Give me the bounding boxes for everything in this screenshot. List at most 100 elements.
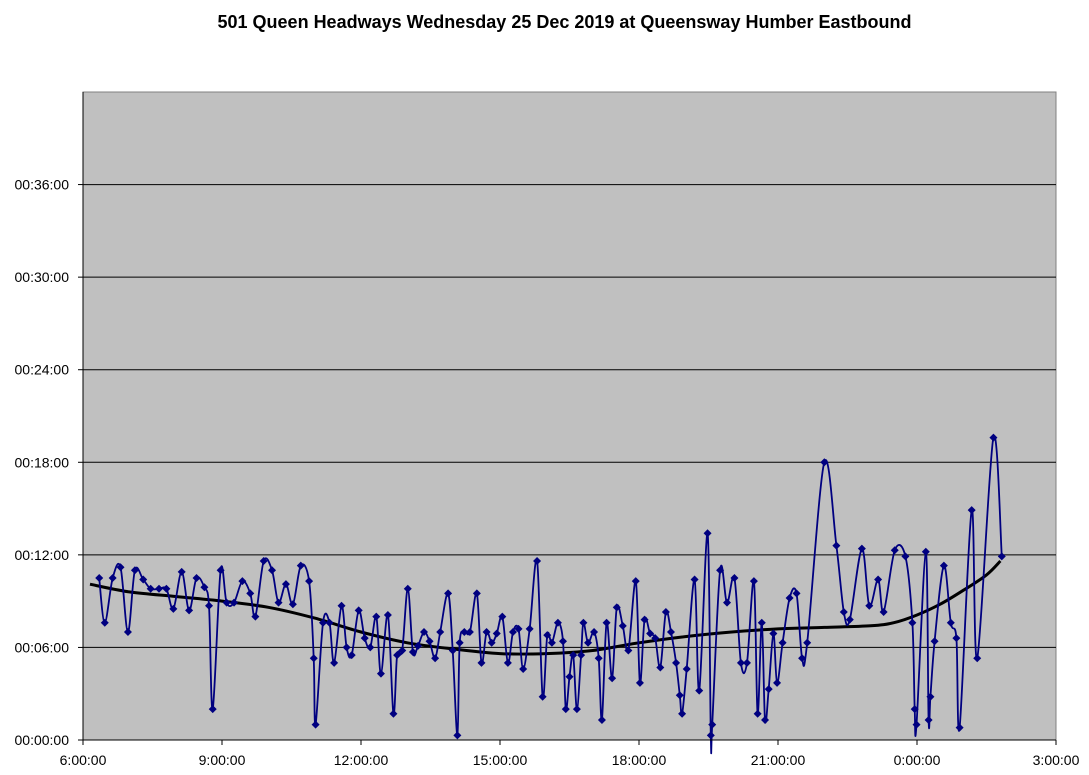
data-point [460, 628, 469, 636]
trendline-layer [89, 559, 1002, 656]
data-point [431, 654, 440, 663]
data-point [839, 607, 848, 616]
data-point [773, 678, 782, 687]
data-point [624, 646, 633, 655]
data-point [538, 692, 547, 701]
data-point [533, 557, 542, 566]
data-point [238, 577, 247, 586]
data-point [547, 638, 556, 647]
data-point [989, 433, 998, 442]
data-point [577, 651, 586, 660]
data-point [590, 628, 599, 636]
x-tick-label: 12:00:00 [334, 752, 389, 768]
data-point [95, 574, 104, 582]
data-point [716, 566, 725, 575]
data-point [325, 618, 334, 627]
plot-area [82, 91, 1057, 741]
data-point [865, 601, 874, 610]
data-point [845, 615, 854, 624]
data-point [403, 584, 412, 593]
data-point [930, 637, 939, 646]
data-point [222, 598, 231, 607]
data-point [472, 589, 481, 598]
plot-background [82, 91, 1057, 741]
data-point [602, 618, 611, 627]
data-point [425, 637, 434, 646]
data-point [354, 606, 363, 615]
data-point [736, 658, 745, 667]
data-point [955, 723, 964, 732]
data-point [874, 575, 883, 584]
data-point [169, 604, 178, 613]
y-tick-label: 00:36:00 [15, 177, 70, 193]
trendline [89, 559, 1002, 656]
data-point [200, 583, 209, 592]
data-point [192, 574, 201, 582]
data-point [139, 575, 148, 584]
data-point [635, 678, 644, 687]
data-point [100, 618, 109, 627]
data-point [360, 634, 369, 643]
y-tick-label: 00:30:00 [15, 269, 70, 285]
x-tick-label: 0:00:00 [894, 752, 941, 768]
data-point [572, 705, 581, 714]
data-point [482, 628, 491, 636]
data-point [444, 589, 453, 598]
data-point [646, 629, 655, 638]
data-point [678, 709, 687, 718]
data-point [393, 651, 402, 660]
data-point [666, 628, 675, 636]
data-point [309, 654, 318, 663]
data-point [764, 685, 773, 694]
data-point [910, 705, 919, 714]
data-point [594, 654, 603, 663]
data-point [640, 615, 649, 624]
data-point [436, 628, 445, 636]
data-point [908, 618, 917, 627]
data-point [477, 658, 486, 667]
data-point [952, 634, 961, 643]
data-point [608, 674, 617, 683]
x-tick-label: 18:00:00 [612, 752, 667, 768]
data-point [408, 648, 417, 657]
data-point [890, 546, 899, 555]
data-point [584, 638, 593, 647]
data-point [246, 589, 255, 598]
data-point [514, 624, 523, 633]
data-point [108, 574, 117, 582]
data-point [288, 600, 297, 609]
data-point [330, 658, 339, 667]
data-point [453, 731, 462, 740]
data-point [366, 643, 375, 652]
data-point [656, 663, 665, 672]
data-point [130, 566, 139, 575]
data-point [832, 541, 841, 550]
data-point [561, 705, 570, 714]
chart-title: 501 Queen Headways Wednesday 25 Dec 2019… [217, 12, 912, 32]
data-point [455, 638, 464, 647]
y-tick-label: 00:00:00 [15, 732, 70, 748]
data-point [730, 574, 739, 582]
gridlines [83, 184, 1056, 648]
data-point [690, 575, 699, 584]
data-point [857, 544, 866, 553]
data-point [154, 584, 163, 593]
x-tick-label: 15:00:00 [473, 752, 528, 768]
data-point [579, 618, 588, 627]
data-point [413, 641, 422, 650]
data-point [939, 561, 948, 570]
data-point [706, 731, 715, 740]
data-point [820, 458, 829, 467]
data-point [785, 594, 794, 603]
x-tick-label: 3:00:00 [1033, 752, 1080, 768]
data-point [967, 506, 976, 515]
data-point [205, 601, 214, 610]
data-point [498, 612, 507, 621]
data-point [274, 598, 283, 607]
data-point [612, 603, 621, 612]
y-tick-label: 00:18:00 [15, 454, 70, 470]
series-layer [95, 433, 1006, 754]
data-point [508, 628, 517, 636]
data-point [376, 669, 385, 678]
data-point [778, 638, 787, 647]
